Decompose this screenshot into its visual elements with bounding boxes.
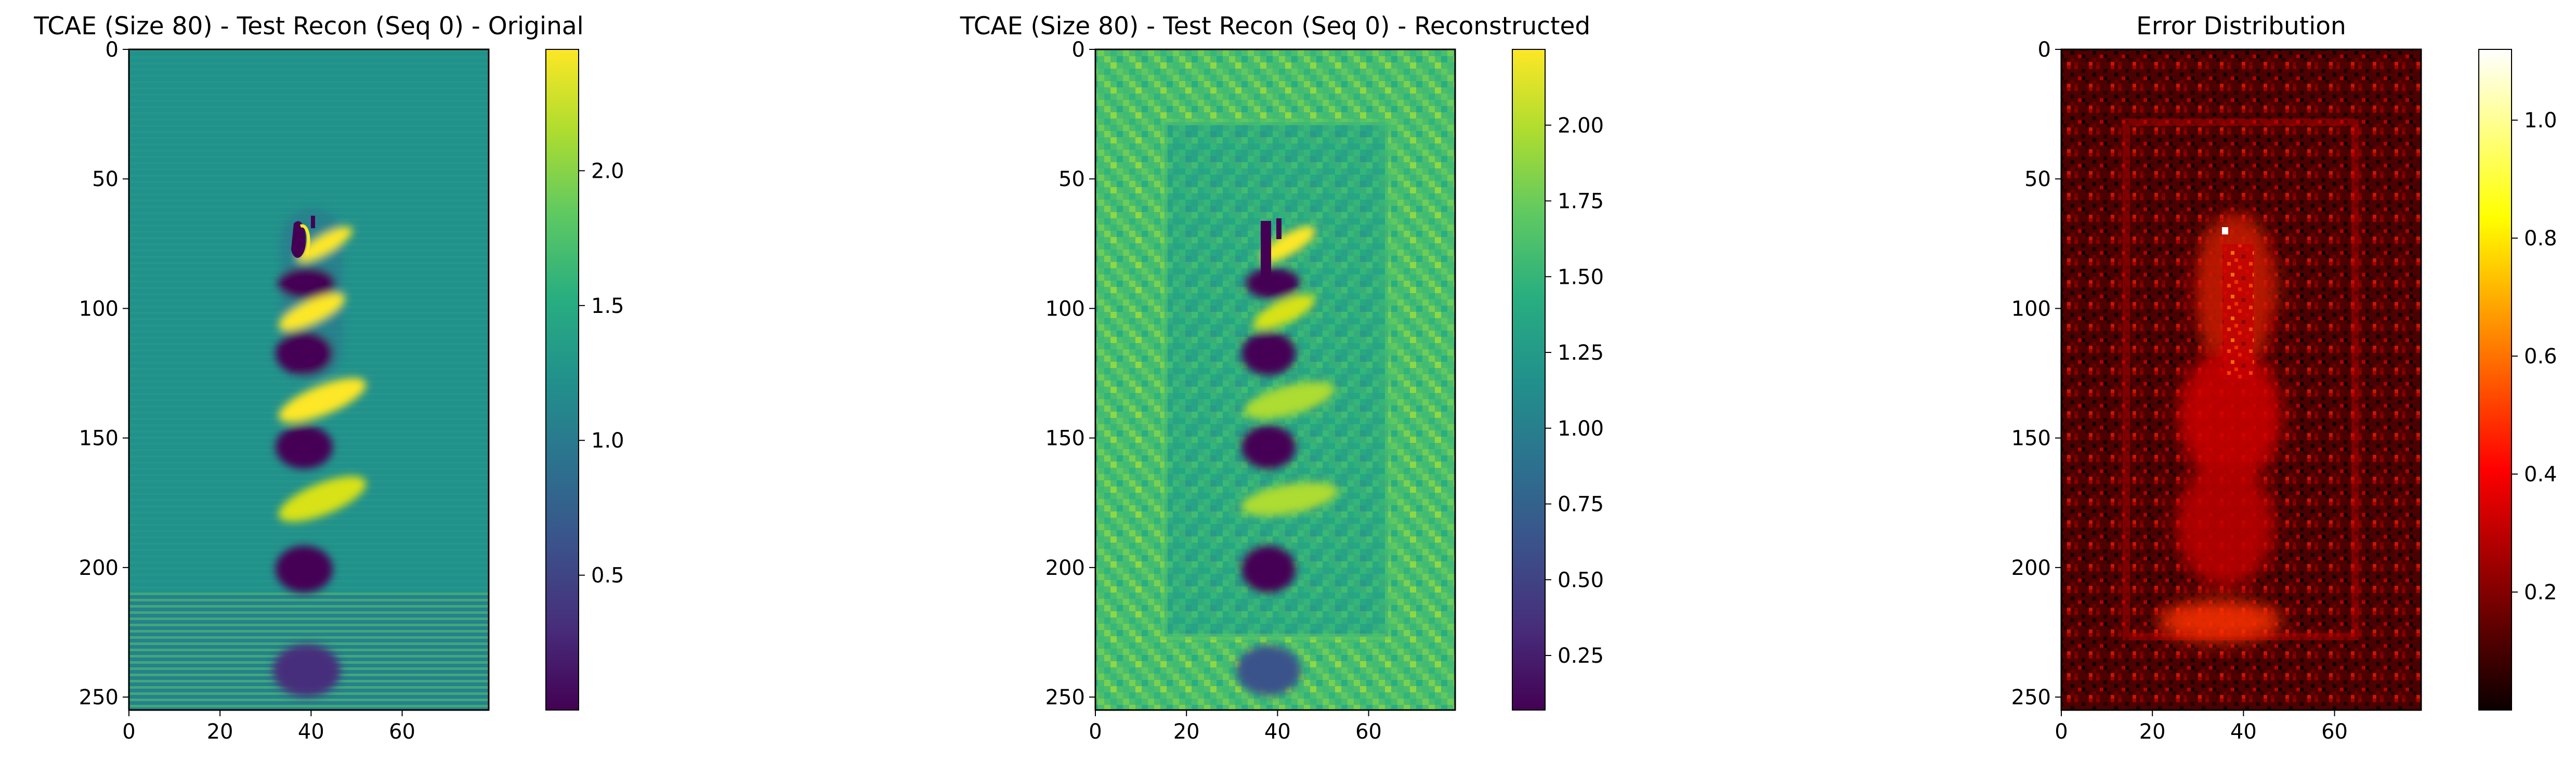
axes-frame-reconstructed [1094, 48, 1456, 711]
colorbar-tick-label: 0.4 [2524, 463, 2557, 487]
colorbar-tick-label: 0.75 [1558, 493, 1604, 517]
y-tick-label: 50 [92, 167, 119, 191]
colorbar-tick-label: 0.8 [2524, 227, 2557, 251]
y-tick-label: 150 [79, 427, 119, 451]
y-tick-label: 100 [79, 297, 119, 321]
colorbar-tick-label: 1.0 [591, 429, 624, 453]
panel-error: Error Distribution 0 20 40 60 0 50 100 150 200 25… [2011, 12, 2557, 744]
heatmap-reconstructed [1095, 49, 1455, 710]
x-tick-label: 40 [298, 720, 324, 744]
y-tick-label: 100 [1045, 297, 1085, 321]
y-tick-label: 250 [79, 686, 119, 710]
axes-frame-original [128, 48, 490, 711]
colorbar-ticks-reconstructed: 0.25 0.50 0.75 1.00 1.25 1.50 1.75 2.00 [1545, 114, 1604, 668]
colorbar-tick-label: 0.6 [2524, 345, 2557, 369]
y-tick-label: 0 [106, 38, 119, 62]
colorbar-reconstructed [1512, 49, 1546, 711]
colorbar-tick-label: 1.75 [1558, 190, 1604, 214]
colorbar-tick-label: 0.5 [591, 564, 624, 588]
x-tick-label: 40 [1264, 720, 1291, 744]
colorbar-tick-label: 1.0 [2524, 109, 2557, 133]
x-tick-label: 20 [2139, 720, 2166, 744]
x-tick-label: 60 [1355, 720, 1382, 744]
axes-reconstructed: 0 20 40 60 0 50 100 150 200 250 [1045, 38, 1382, 744]
y-tick-label: 200 [1045, 556, 1085, 580]
y-tick-label: 150 [2011, 427, 2051, 451]
x-tick-label: 60 [389, 720, 415, 744]
colorbar-error [2478, 49, 2512, 711]
y-tick-label: 0 [2038, 38, 2051, 62]
axes-frame-error [2060, 48, 2422, 711]
panel-reconstructed: TCAE (Size 80) - Test Recon (Seq 0) - Re… [960, 12, 1604, 744]
colorbar-ticks-error: 0.2 0.4 0.6 0.8 1.0 [2512, 109, 2557, 605]
colorbar-original [545, 49, 579, 711]
x-tick-label: 20 [1173, 720, 1200, 744]
y-tick-label: 50 [1058, 167, 1085, 191]
y-tick-label: 200 [2011, 556, 2051, 580]
x-tick-label: 0 [2055, 720, 2068, 744]
colorbar-tick-label: 0.25 [1558, 644, 1604, 668]
axes-original: 0 20 40 60 0 50 100 150 200 250 [79, 38, 415, 744]
x-tick-label: 60 [2321, 720, 2348, 744]
y-tick-label: 200 [79, 556, 119, 580]
y-tick-label: 150 [1045, 427, 1085, 451]
x-tick-label: 20 [207, 720, 233, 744]
colorbar-ticks-original: 0.5 1.0 1.5 2.0 [579, 159, 624, 588]
y-tick-label: 250 [2011, 686, 2051, 710]
axes-error: 0 20 40 60 0 50 100 150 200 250 [2011, 38, 2348, 744]
y-tick-label: 0 [1072, 38, 1085, 62]
x-tick-label: 0 [122, 720, 135, 744]
title-original: TCAE (Size 80) - Test Recon (Seq 0) - Or… [33, 12, 583, 41]
colorbar-tick-label: 0.2 [2524, 581, 2557, 605]
title-error: Error Distribution [2136, 12, 2346, 41]
x-tick-label: 0 [1089, 720, 1102, 744]
colorbar-tick-label: 2.00 [1558, 114, 1604, 138]
heatmap-error [2061, 49, 2421, 710]
x-tick-label: 40 [2230, 720, 2257, 744]
colorbar-tick-label: 1.25 [1558, 341, 1604, 365]
title-reconstructed: TCAE (Size 80) - Test Recon (Seq 0) - Re… [960, 12, 1590, 41]
y-tick-label: 50 [2024, 167, 2051, 191]
colorbar-tick-label: 2.0 [591, 159, 624, 183]
colorbar-tick-label: 1.00 [1558, 417, 1604, 441]
panel-original: TCAE (Size 80) - Test Recon (Seq 0) - Or… [33, 12, 624, 744]
y-tick-label: 250 [1045, 686, 1085, 710]
colorbar-tick-label: 1.50 [1558, 265, 1604, 289]
colorbar-tick-label: 1.5 [591, 294, 624, 318]
y-tick-label: 100 [2011, 297, 2051, 321]
colorbar-tick-label: 0.50 [1558, 568, 1604, 592]
heatmap-original [129, 49, 489, 710]
